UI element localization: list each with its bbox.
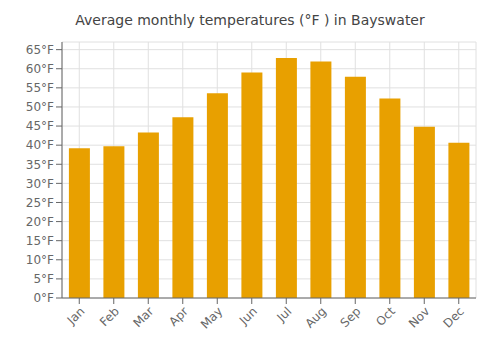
- svg-text:Aug: Aug: [302, 304, 328, 330]
- svg-text:Jul: Jul: [274, 304, 295, 325]
- svg-text:10°F: 10°F: [26, 253, 54, 267]
- svg-text:Dec: Dec: [441, 304, 467, 330]
- svg-text:Nov: Nov: [406, 304, 432, 330]
- svg-text:Mar: Mar: [130, 304, 156, 330]
- svg-text:15°F: 15°F: [26, 234, 54, 248]
- svg-text:65°F: 65°F: [26, 43, 54, 57]
- svg-text:Jan: Jan: [64, 304, 88, 328]
- svg-text:5°F: 5°F: [33, 272, 54, 286]
- svg-text:Feb: Feb: [97, 304, 122, 329]
- svg-text:50°F: 50°F: [26, 100, 54, 114]
- svg-text:Sep: Sep: [337, 304, 363, 330]
- svg-text:45°F: 45°F: [26, 119, 54, 133]
- svg-text:40°F: 40°F: [26, 138, 54, 152]
- svg-text:25°F: 25°F: [26, 196, 54, 210]
- svg-text:Oct: Oct: [373, 304, 398, 329]
- svg-text:35°F: 35°F: [26, 158, 54, 172]
- html-text:Average monthly temperatures (: Average monthly temperatures (°F ) in Ba…: [75, 12, 425, 28]
- svg-text:0°F: 0°F: [33, 291, 54, 305]
- svg-text:30°F: 30°F: [26, 177, 54, 191]
- svg-text:Apr: Apr: [166, 304, 191, 329]
- svg-text:60°F: 60°F: [26, 62, 54, 76]
- svg-text:20°F: 20°F: [26, 215, 54, 229]
- svg-text:55°F: 55°F: [26, 81, 54, 95]
- svg-text:Jun: Jun: [236, 304, 260, 328]
- svg-text:May: May: [198, 304, 225, 331]
